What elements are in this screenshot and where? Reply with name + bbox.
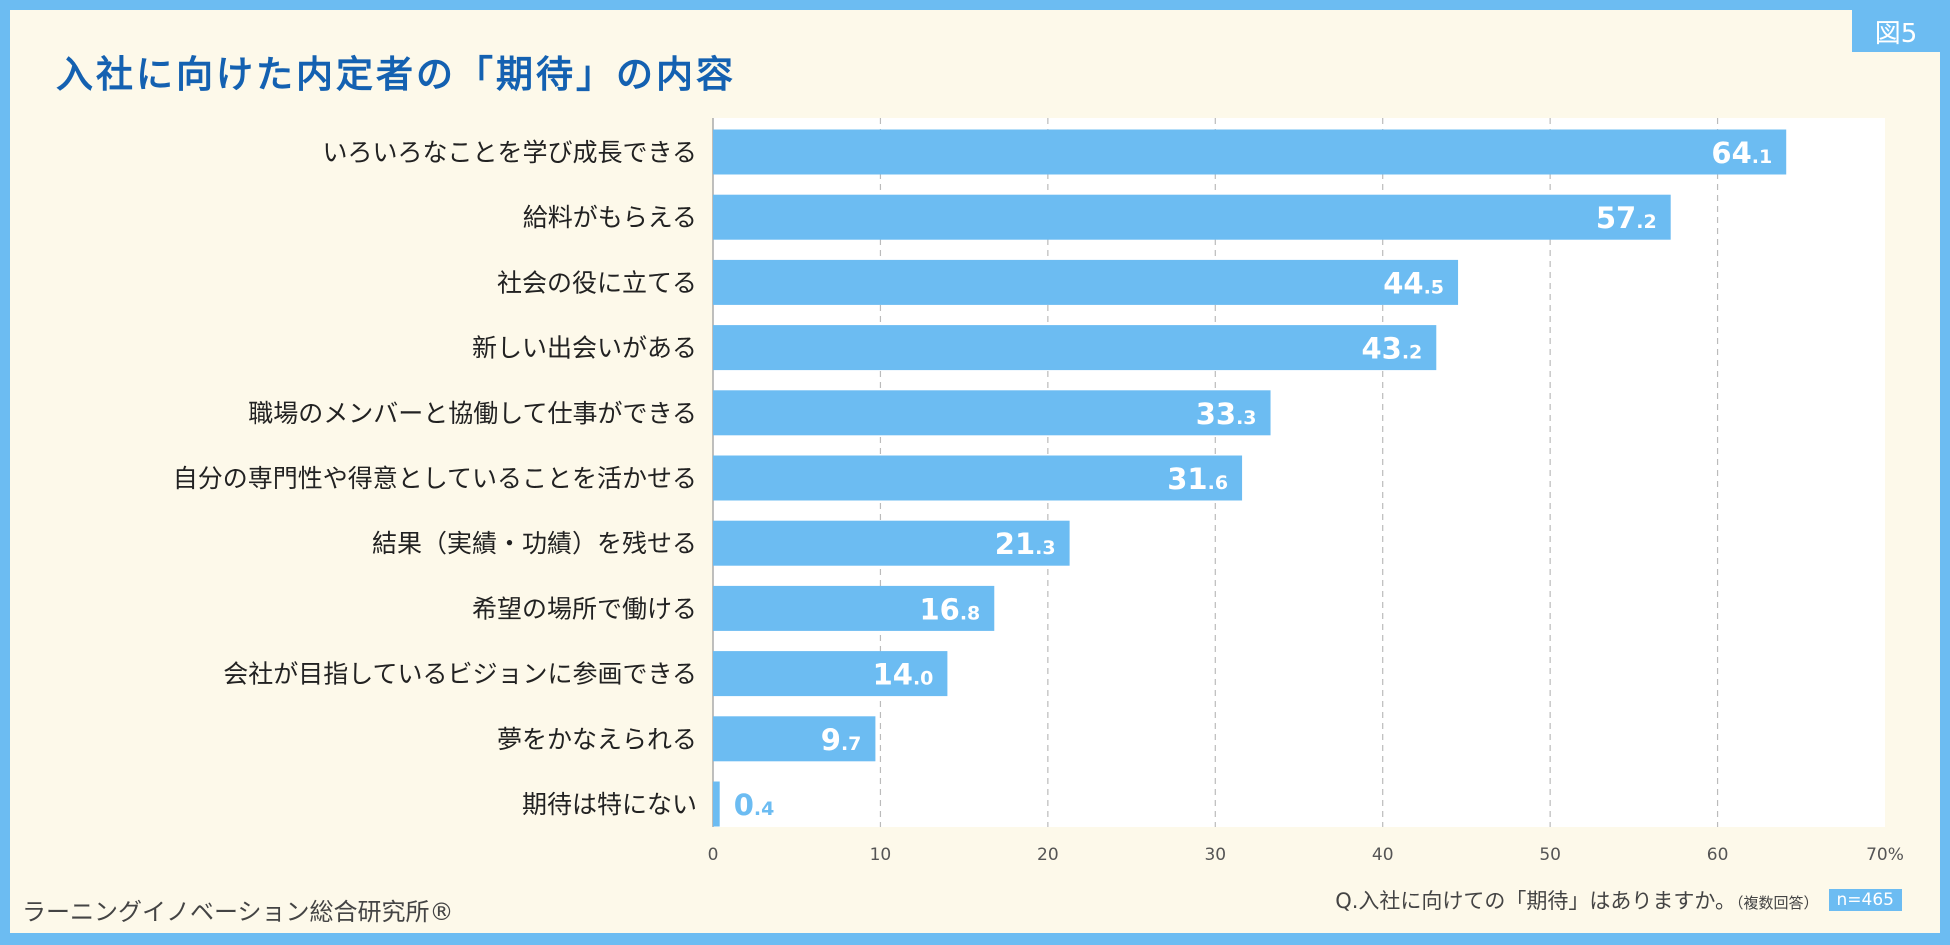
value-label: 57.2 (1596, 201, 1657, 235)
bar (713, 129, 1787, 175)
value-label: 64.1 (1711, 136, 1772, 170)
category-label: 給料がもらえる (523, 203, 697, 232)
x-tick-label: 30 (1204, 845, 1226, 865)
bar (713, 716, 876, 762)
x-tick-label: 60 (1707, 845, 1729, 865)
question-note: （複数回答） (1736, 894, 1819, 912)
organization-name: ラーニングイノベーション総合研究所® (22, 898, 454, 926)
category-label: 希望の場所で働ける (472, 594, 697, 623)
bar (713, 390, 1271, 436)
value-label: 0.4 (734, 788, 775, 822)
category-label: 新しい出会いがある (472, 334, 697, 363)
value-label: 33.3 (1196, 397, 1257, 431)
value-label: 21.3 (995, 527, 1056, 561)
value-label: 31.6 (1167, 462, 1228, 496)
category-label: 自分の専門性や得意としていることを活かせる (173, 464, 697, 493)
value-label: 44.5 (1383, 266, 1444, 300)
value-label: 16.8 (919, 592, 980, 626)
category-label: 会社が目指しているビジョンに参画できる (223, 660, 697, 689)
category-label: 社会の役に立てる (497, 268, 697, 297)
bar (713, 585, 995, 631)
question-text: Q.入社に向けての「期待」はありますか。 (1335, 889, 1737, 913)
figure-badge: 図5 (1852, 10, 1940, 52)
bar (713, 520, 1070, 566)
category-label: 職場のメンバーと協働して仕事ができる (248, 399, 697, 428)
bar (713, 325, 1437, 371)
category-label: 結果（実績・功績）を残せる (372, 529, 697, 558)
chart-title: 入社に向けた内定者の「期待」の内容 (56, 53, 736, 96)
value-label: 43.2 (1361, 332, 1422, 366)
x-tick-label: 70% (1866, 845, 1904, 865)
bar (713, 259, 1459, 305)
x-tick-label: 40 (1372, 845, 1394, 865)
category-label: 夢をかなえられる (497, 725, 697, 754)
x-tick-label: 20 (1037, 845, 1059, 865)
sample-size-badge: n=465 (1828, 889, 1902, 911)
x-tick-label: 0 (708, 845, 719, 865)
x-tick-label: 50 (1539, 845, 1561, 865)
value-label: 9.7 (821, 723, 862, 757)
category-label: いろいろなことを学び成長できる (322, 138, 697, 167)
bar (713, 455, 1243, 501)
bar (713, 194, 1671, 240)
bar (713, 651, 948, 697)
bar (713, 781, 720, 827)
question-footer: Q.入社に向けての「期待」はありますか。（複数回答） n=465 (1335, 885, 1902, 915)
value-label: 14.0 (873, 658, 934, 692)
category-label: 期待は特にない (522, 790, 697, 819)
x-tick-label: 10 (870, 845, 892, 865)
